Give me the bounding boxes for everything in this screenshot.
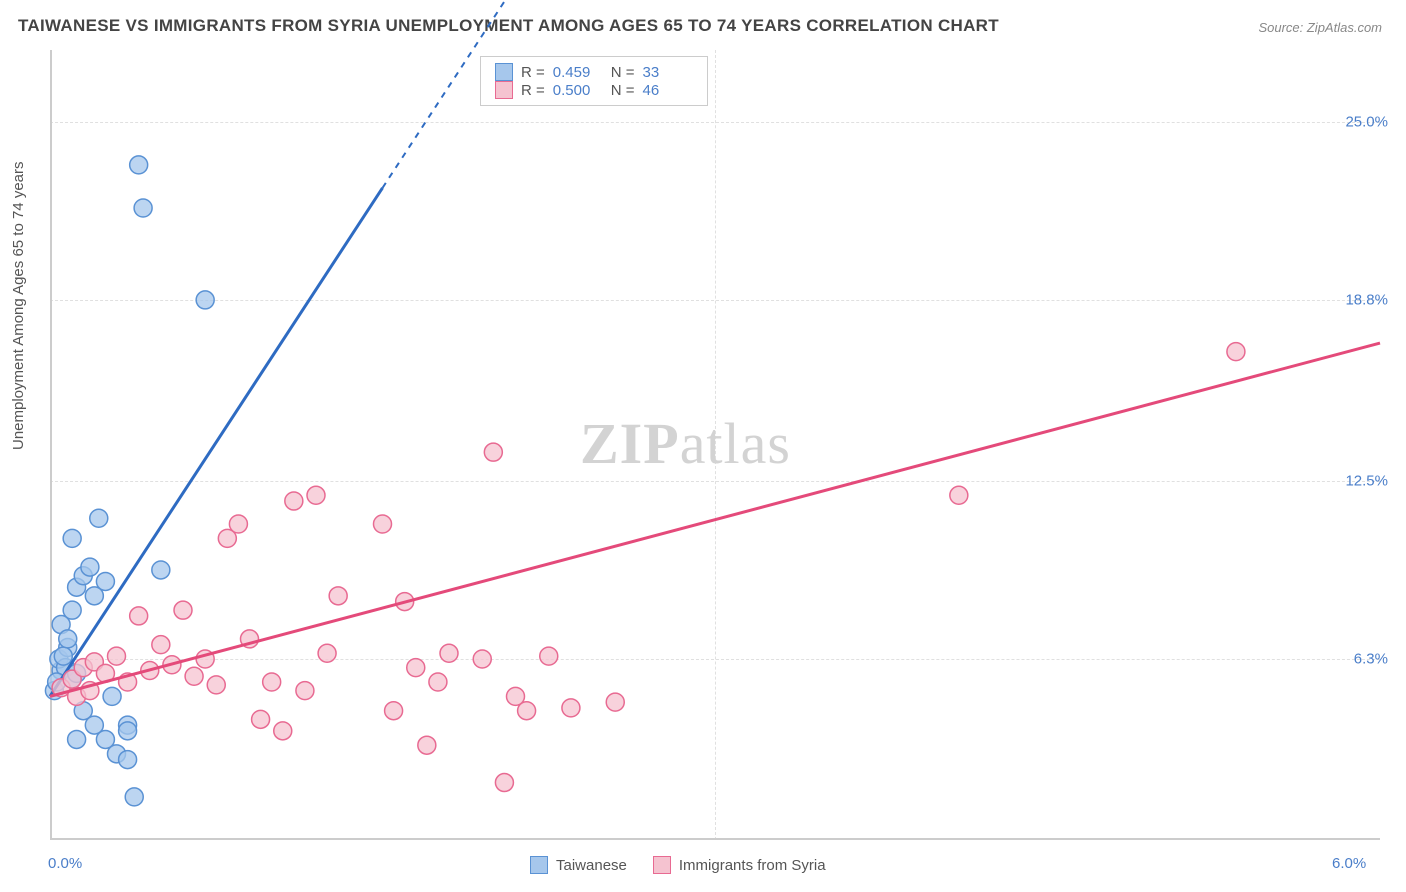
watermark-bold: ZIP bbox=[580, 411, 680, 476]
scatter-point bbox=[119, 722, 137, 740]
scatter-point bbox=[119, 751, 137, 769]
scatter-point bbox=[285, 492, 303, 510]
watermark-rest: atlas bbox=[680, 411, 791, 476]
scatter-point bbox=[484, 443, 502, 461]
legend-r-label: R = bbox=[521, 64, 545, 81]
scatter-point bbox=[429, 673, 447, 691]
trend-line bbox=[50, 343, 1380, 696]
legend-n-value: 46 bbox=[643, 82, 693, 99]
scatter-point bbox=[329, 587, 347, 605]
scatter-point bbox=[229, 515, 247, 533]
scatter-point bbox=[518, 702, 536, 720]
chart-title: TAIWANESE VS IMMIGRANTS FROM SYRIA UNEMP… bbox=[18, 16, 999, 36]
scatter-point bbox=[418, 736, 436, 754]
legend-r-label: R = bbox=[521, 82, 545, 99]
legend-bottom-item: Immigrants from Syria bbox=[653, 856, 826, 874]
scatter-point bbox=[318, 644, 336, 662]
legend-n-label: N = bbox=[611, 64, 635, 81]
scatter-point bbox=[495, 774, 513, 792]
scatter-point bbox=[385, 702, 403, 720]
scatter-point bbox=[59, 630, 77, 648]
x-tick-label: 0.0% bbox=[48, 855, 82, 872]
scatter-point bbox=[207, 676, 225, 694]
legend-bottom: Taiwanese Immigrants from Syria bbox=[530, 856, 826, 874]
scatter-point bbox=[68, 730, 86, 748]
scatter-point bbox=[81, 558, 99, 576]
scatter-point bbox=[473, 650, 491, 668]
scatter-point bbox=[63, 601, 81, 619]
scatter-point bbox=[252, 710, 270, 728]
y-tick-label: 6.3% bbox=[1354, 651, 1388, 668]
legend-r-value: 0.500 bbox=[553, 82, 603, 99]
legend-r-value: 0.459 bbox=[553, 64, 603, 81]
legend-top-row: R = 0.500 N = 46 bbox=[495, 81, 693, 99]
legend-top-row: R = 0.459 N = 33 bbox=[495, 63, 693, 81]
scatter-point bbox=[103, 687, 121, 705]
scatter-point bbox=[296, 682, 314, 700]
y-tick-label: 18.8% bbox=[1345, 291, 1388, 308]
scatter-point bbox=[152, 636, 170, 654]
source-label: Source: ZipAtlas.com bbox=[1258, 20, 1382, 35]
scatter-point bbox=[1227, 343, 1245, 361]
scatter-point bbox=[130, 607, 148, 625]
legend-swatch bbox=[495, 63, 513, 81]
scatter-point bbox=[440, 644, 458, 662]
watermark: ZIPatlas bbox=[580, 410, 791, 477]
scatter-point bbox=[130, 156, 148, 174]
scatter-point bbox=[54, 647, 72, 665]
scatter-point bbox=[152, 561, 170, 579]
scatter-point bbox=[606, 693, 624, 711]
scatter-point bbox=[196, 291, 214, 309]
scatter-point bbox=[90, 509, 108, 527]
scatter-point bbox=[134, 199, 152, 217]
scatter-point bbox=[263, 673, 281, 691]
scatter-point bbox=[185, 667, 203, 685]
legend-swatch bbox=[653, 856, 671, 874]
scatter-point bbox=[274, 722, 292, 740]
scatter-point bbox=[307, 486, 325, 504]
scatter-point bbox=[407, 659, 425, 677]
scatter-point bbox=[562, 699, 580, 717]
y-tick-label: 12.5% bbox=[1345, 472, 1388, 489]
y-tick-label: 25.0% bbox=[1345, 113, 1388, 130]
scatter-point bbox=[374, 515, 392, 533]
legend-swatch bbox=[495, 81, 513, 99]
scatter-point bbox=[108, 647, 126, 665]
chart-container: TAIWANESE VS IMMIGRANTS FROM SYRIA UNEMP… bbox=[0, 0, 1406, 892]
scatter-point bbox=[540, 647, 558, 665]
legend-bottom-label: Immigrants from Syria bbox=[679, 857, 826, 874]
legend-n-value: 33 bbox=[643, 64, 693, 81]
legend-bottom-item: Taiwanese bbox=[530, 856, 627, 874]
scatter-point bbox=[174, 601, 192, 619]
x-tick-label: 6.0% bbox=[1332, 855, 1366, 872]
scatter-point bbox=[125, 788, 143, 806]
scatter-point bbox=[63, 529, 81, 547]
scatter-point bbox=[96, 572, 114, 590]
legend-swatch bbox=[530, 856, 548, 874]
scatter-point bbox=[950, 486, 968, 504]
legend-top: R = 0.459 N = 33 R = 0.500 N = 46 bbox=[480, 56, 708, 106]
legend-bottom-label: Taiwanese bbox=[556, 857, 627, 874]
legend-n-label: N = bbox=[611, 82, 635, 99]
y-axis-label: Unemployment Among Ages 65 to 74 years bbox=[10, 161, 27, 450]
